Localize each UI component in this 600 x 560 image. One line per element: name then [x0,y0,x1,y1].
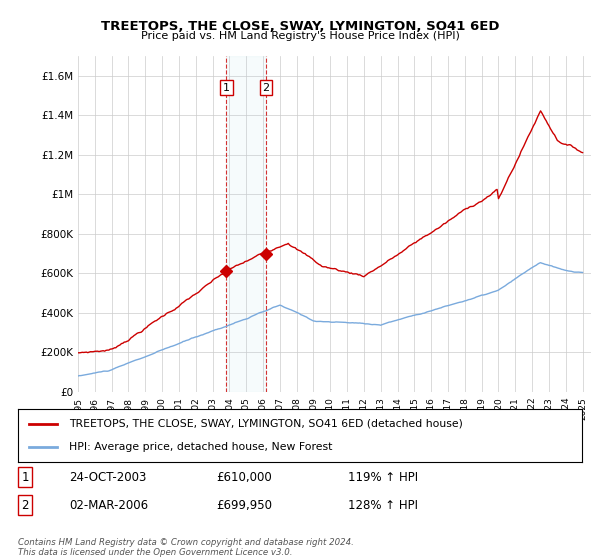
Text: TREETOPS, THE CLOSE, SWAY, LYMINGTON, SO41 6ED: TREETOPS, THE CLOSE, SWAY, LYMINGTON, SO… [101,20,499,32]
Text: £699,950: £699,950 [216,498,272,512]
Text: 119% ↑ HPI: 119% ↑ HPI [348,470,418,484]
Text: 1: 1 [223,83,230,92]
Text: Price paid vs. HM Land Registry's House Price Index (HPI): Price paid vs. HM Land Registry's House … [140,31,460,41]
Text: 128% ↑ HPI: 128% ↑ HPI [348,498,418,512]
Text: HPI: Average price, detached house, New Forest: HPI: Average price, detached house, New … [69,442,332,452]
Bar [226,56,266,392]
Text: 2: 2 [22,498,29,512]
Text: 1: 1 [22,470,29,484]
Text: 2: 2 [262,83,269,92]
Text: 24-OCT-2003: 24-OCT-2003 [69,470,146,484]
Text: £610,000: £610,000 [216,470,272,484]
Text: TREETOPS, THE CLOSE, SWAY, LYMINGTON, SO41 6ED (detached house): TREETOPS, THE CLOSE, SWAY, LYMINGTON, SO… [69,419,463,429]
Text: 02-MAR-2006: 02-MAR-2006 [69,498,148,512]
Text: Contains HM Land Registry data © Crown copyright and database right 2024.
This d: Contains HM Land Registry data © Crown c… [18,538,354,557]
